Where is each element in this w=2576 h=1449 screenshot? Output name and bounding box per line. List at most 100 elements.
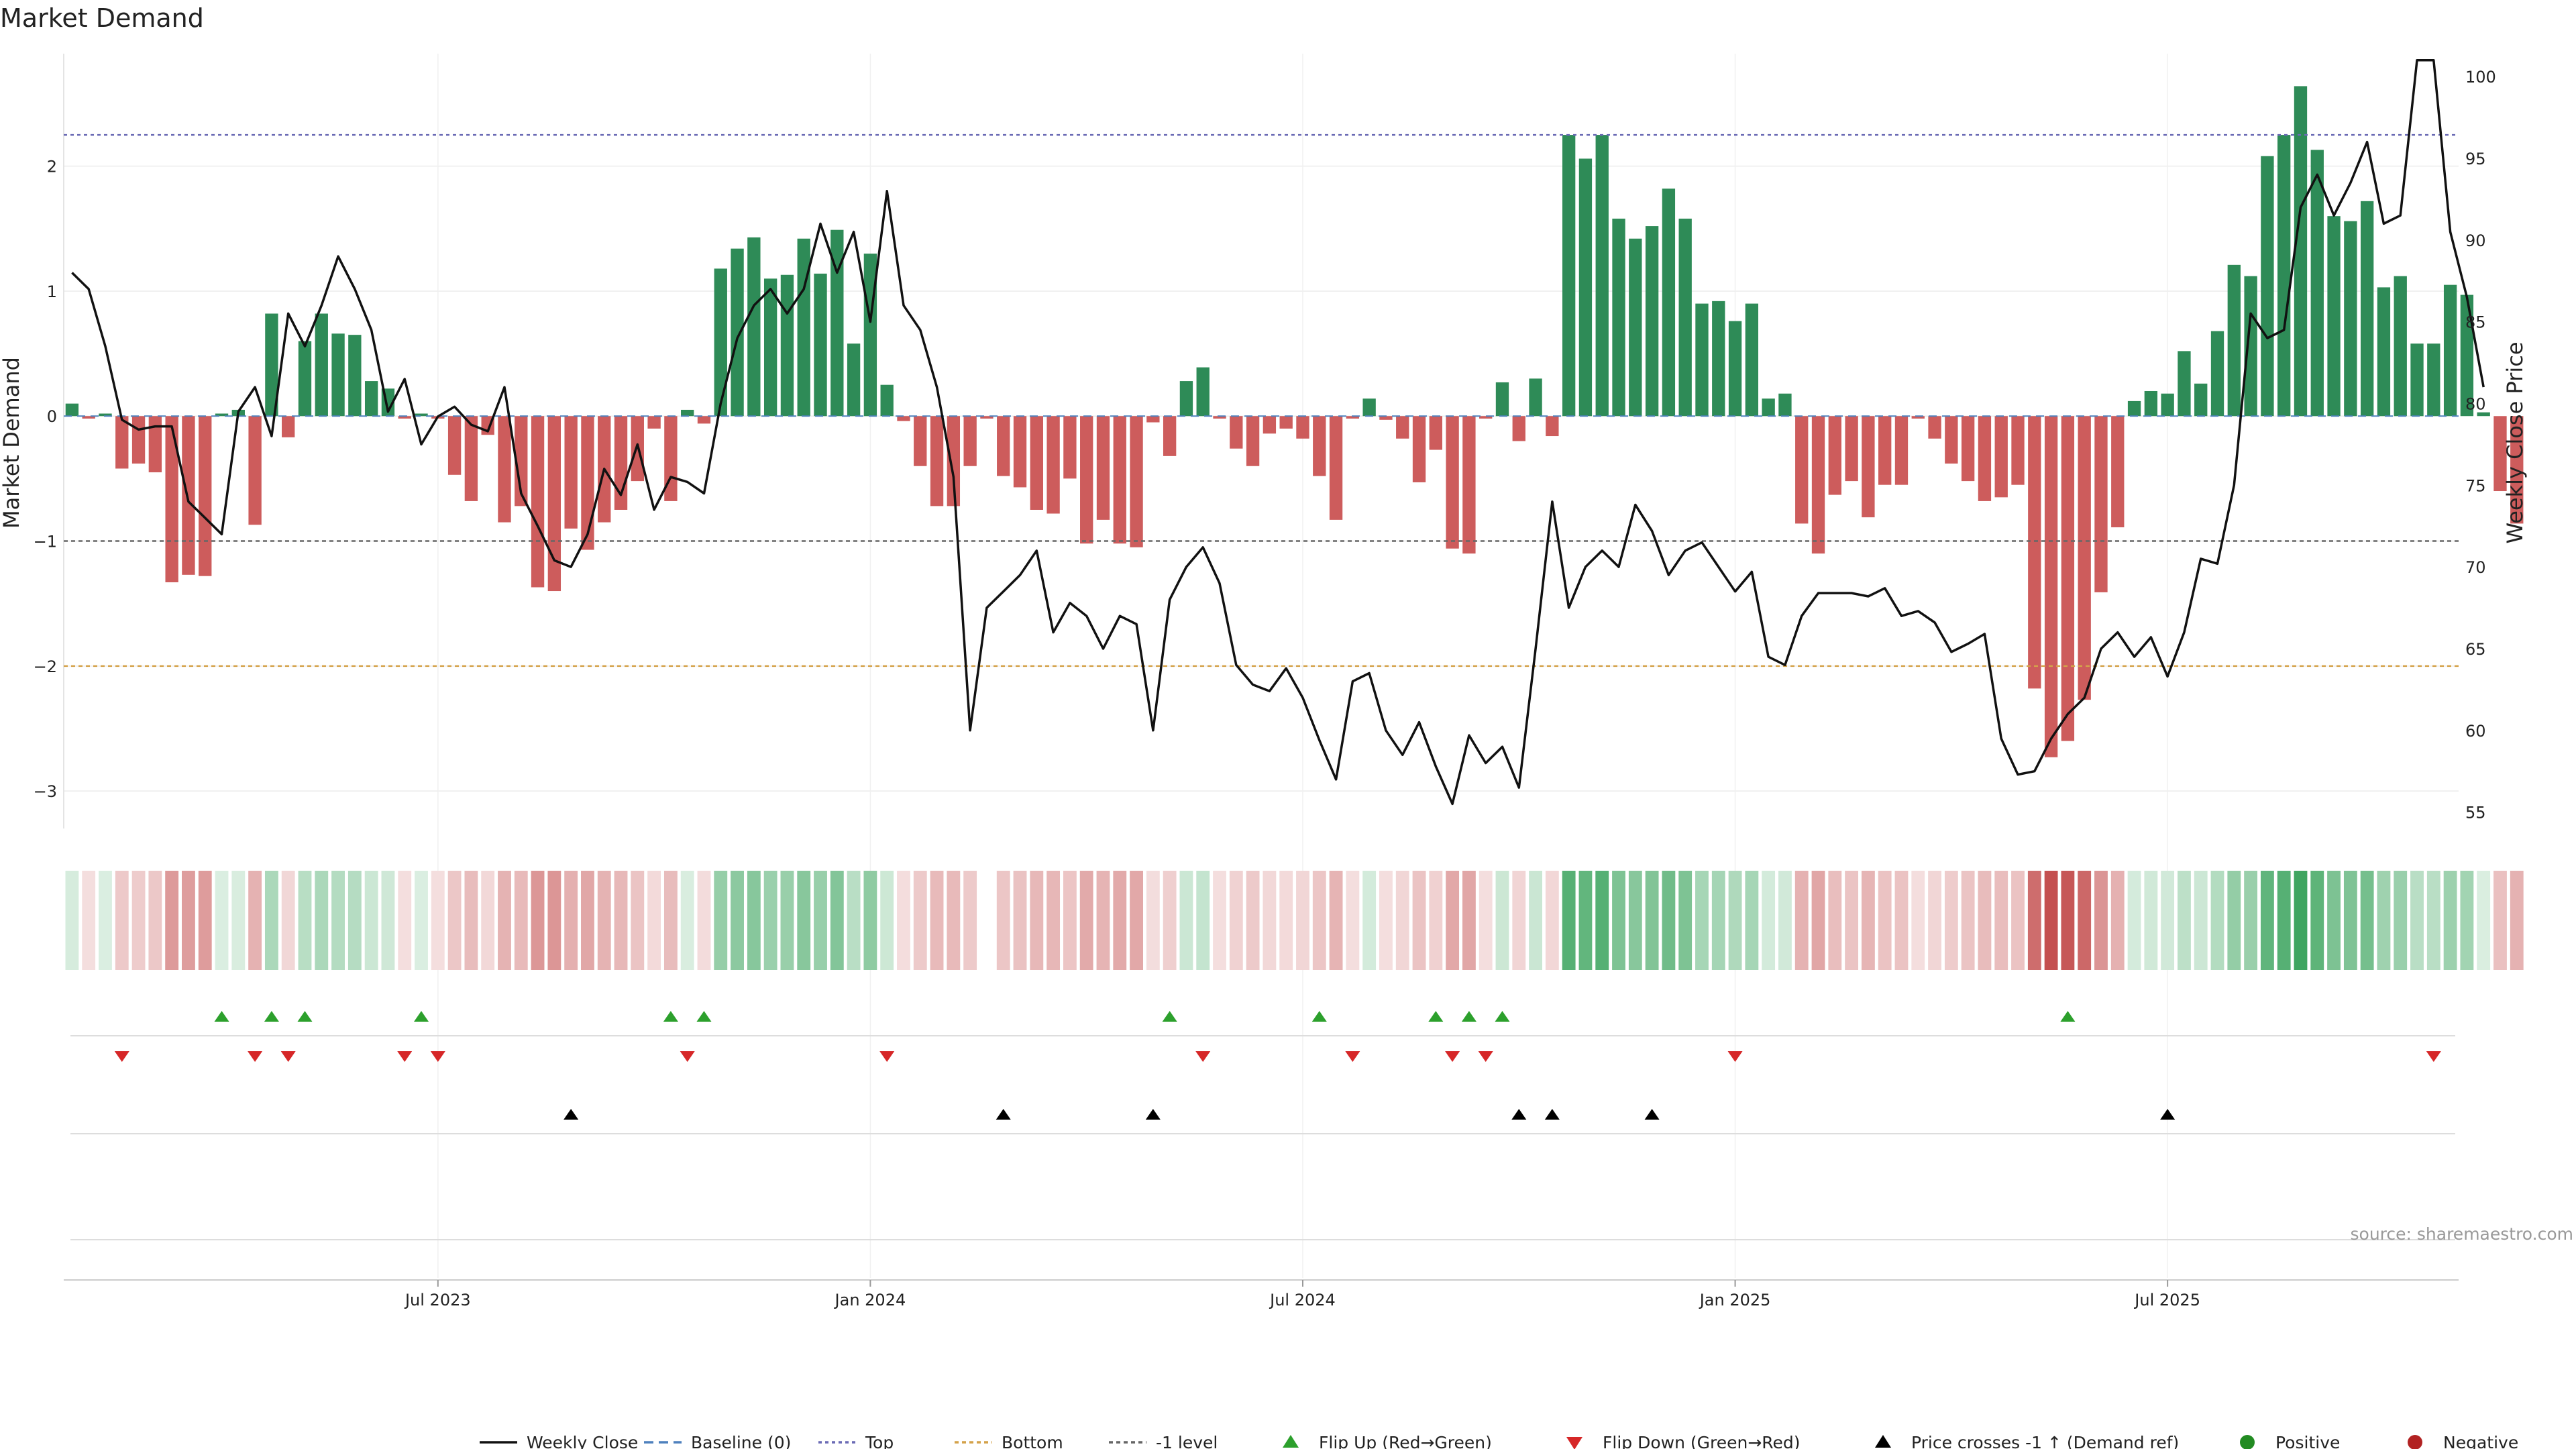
demand-bar — [2294, 86, 2308, 417]
demand-bar — [814, 273, 827, 417]
heat-cell — [131, 871, 146, 970]
flip-up-marker — [1311, 1011, 1327, 1022]
demand-bar — [2344, 221, 2357, 417]
heat-cell — [1894, 871, 1909, 970]
y-tick-label: 0 — [47, 407, 57, 426]
heat-cell — [2460, 871, 2474, 970]
heat-cell — [498, 871, 511, 970]
weekly-close-line-layer — [71, 58, 2485, 806]
demand-bar — [780, 274, 794, 417]
heat-cell — [2210, 871, 2224, 970]
demand-bar — [1030, 416, 1043, 510]
demand-bar — [1163, 416, 1177, 456]
demand-bar — [447, 416, 462, 475]
demand-bar — [199, 416, 212, 576]
demand-bar — [1562, 135, 1576, 417]
heat-cell — [2477, 871, 2491, 970]
demand-bar — [797, 238, 810, 417]
demand-bar — [2427, 343, 2440, 417]
heat-cell — [947, 871, 961, 970]
flip-up-marker — [1162, 1011, 1177, 1022]
heat-cell — [2360, 871, 2374, 970]
heat-cell — [1296, 871, 1309, 970]
x-tick-label: Jan 2024 — [834, 1291, 906, 1309]
y2-tick-label: 75 — [2465, 476, 2486, 495]
heat-cell — [115, 871, 129, 970]
heat-cell — [2127, 871, 2141, 970]
x-tick-label: Jan 2025 — [1699, 1291, 1771, 1309]
demand-bar — [2144, 390, 2158, 417]
demand-bar — [2061, 416, 2075, 741]
x-axis-ticks: Jul 2023 Jan 2024 Jul 2024 Jan 2025 Jul 2025 — [64, 1279, 2459, 1309]
legend-baseline-label: Baseline (0) — [691, 1433, 791, 1449]
heat-cell — [547, 871, 561, 970]
heat-cell — [1662, 871, 1676, 970]
heat-cell — [2011, 871, 2025, 970]
demand-bar — [1578, 158, 1593, 417]
demand-bar — [331, 333, 345, 417]
heat-cell — [780, 871, 794, 970]
demand-bar — [763, 278, 777, 417]
heat-cell — [1046, 871, 1061, 970]
heat-cell — [2144, 871, 2158, 970]
demand-bar — [2477, 412, 2490, 417]
flip-down-marker — [680, 1051, 695, 1062]
demand-bar — [415, 413, 428, 417]
demand-bar — [282, 416, 295, 437]
demand-bar — [82, 416, 95, 419]
demand-bar — [1695, 303, 1709, 417]
heat-cell — [1645, 871, 1659, 970]
heat-cell — [264, 871, 278, 970]
demand-bar — [1096, 416, 1110, 520]
demand-bar — [747, 237, 761, 417]
heat-cell — [847, 871, 861, 970]
demand-bar — [1396, 416, 1409, 439]
flip-down-marker — [1478, 1051, 1493, 1062]
y2-tick-label: 95 — [2465, 150, 2486, 168]
heat-cell — [2260, 871, 2274, 970]
demand-bar — [2011, 416, 2025, 485]
demand-bar — [1728, 321, 1742, 417]
heat-cell — [1263, 871, 1277, 970]
heat-cell — [2110, 871, 2125, 970]
y2-tick-label: 65 — [2465, 640, 2486, 659]
legend-negative-symbol — [2408, 1435, 2422, 1449]
demand-bar — [2443, 284, 2457, 417]
demand-bar — [298, 341, 312, 417]
demand-bar — [498, 416, 511, 523]
demand-bar — [315, 313, 328, 417]
heat-cell — [814, 871, 827, 970]
legend-flip-up-symbol — [1283, 1435, 1299, 1448]
heat-cell — [2426, 871, 2440, 970]
demand-bar — [464, 416, 478, 501]
heat-cell — [731, 871, 744, 970]
heat-cell — [1030, 871, 1044, 970]
demand-bar — [2310, 150, 2324, 417]
heat-cell — [1179, 871, 1193, 970]
heat-cell — [2510, 871, 2524, 970]
heat-cell — [930, 871, 944, 970]
heat-cell — [82, 871, 96, 970]
heat-cell — [1279, 871, 1293, 970]
demand-bar — [1213, 416, 1226, 419]
demand-heat-band — [65, 871, 2524, 970]
heat-cell — [1944, 871, 1958, 970]
y2-tick-label: 85 — [2465, 313, 2486, 332]
heat-cell — [215, 871, 229, 970]
legend-flip-down-label: Flip Down (Green→Red) — [1603, 1433, 1801, 1449]
demand-bar — [2044, 416, 2058, 757]
demand-bar — [1296, 416, 1309, 439]
demand-bar — [914, 416, 927, 466]
heat-cell — [2244, 871, 2258, 970]
demand-bar — [2178, 351, 2191, 417]
flip-down-marker — [2426, 1051, 2441, 1062]
heat-cell — [381, 871, 395, 970]
y-axis-title: Market Demand — [0, 357, 24, 529]
heat-cell — [281, 871, 295, 970]
heat-cell — [1079, 871, 1093, 970]
demand-bar — [1329, 416, 1343, 520]
demand-bar — [2127, 400, 2141, 417]
heat-cell — [2493, 871, 2507, 970]
flip-markers — [70, 1011, 2455, 1062]
heat-cell — [1013, 871, 1027, 970]
